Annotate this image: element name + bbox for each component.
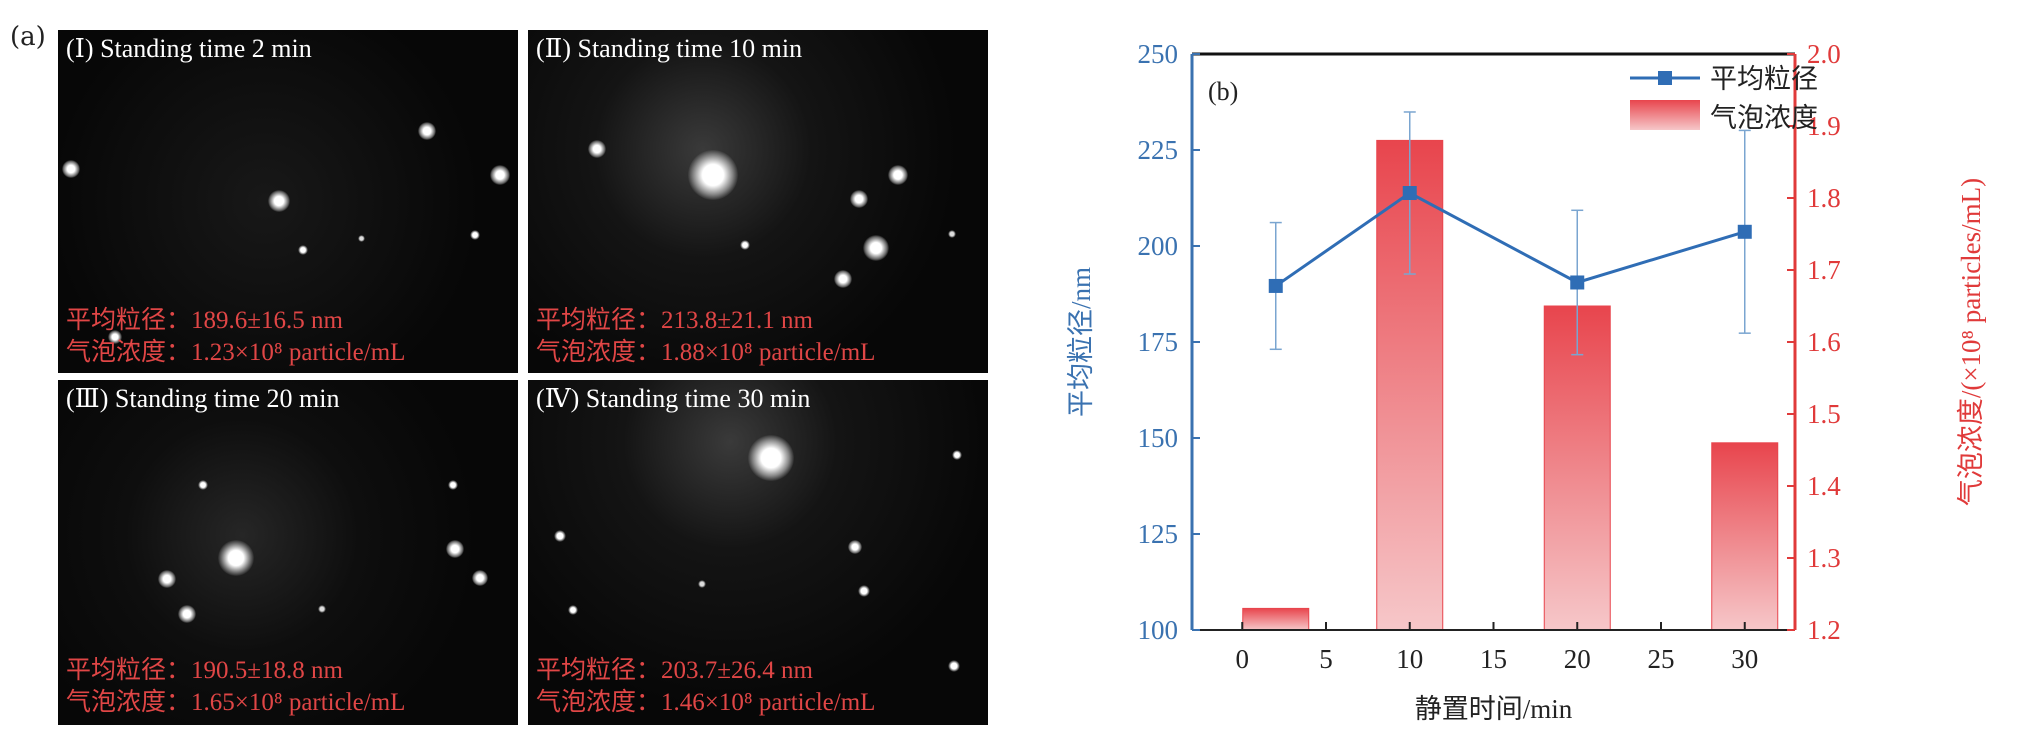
concentration-text: 气泡浓度：1.23×10⁸ particle/mL [66, 339, 406, 366]
micrograph-panel-4: (Ⅳ) Standing time 30 min 平均粒径：203.7±26.4… [528, 380, 988, 725]
mean-size-text: 平均粒径：213.8±21.1 nm [536, 307, 813, 334]
legend: 平均粒径 气泡浓度 [1630, 64, 1818, 133]
x-tick-label: 20 [1564, 644, 1591, 674]
particle-spot [834, 270, 852, 288]
micrograph-panel-3: (Ⅲ) Standing time 20 min 平均粒径：190.5±18.8… [58, 380, 518, 725]
particle-spot [470, 230, 480, 240]
particle-spot [358, 235, 365, 242]
particle-spot [554, 530, 566, 542]
mean-size-text: 平均粒径：189.6±16.5 nm [66, 307, 343, 334]
legend-label-size: 平均粒径 [1710, 64, 1818, 94]
particle-spot [218, 540, 254, 576]
legend-bar-icon [1630, 100, 1700, 130]
legend-label-concentration: 气泡浓度 [1710, 103, 1818, 133]
panel-title: (Ⅱ) Standing time 10 min [536, 34, 803, 63]
concentration-bar [1711, 442, 1779, 631]
particle-spot [268, 190, 290, 212]
left-tick-label: 225 [1138, 135, 1179, 165]
panel-b-label: (b) [1208, 77, 1238, 106]
concentration-text: 气泡浓度：1.65×10⁸ particle/mL [66, 689, 406, 716]
particle-spot [448, 480, 458, 490]
particle-spot [698, 580, 706, 588]
mean-size-marker [1737, 224, 1752, 239]
axes-layer [1190, 52, 1797, 631]
panel-title: (Ⅰ) Standing time 2 min [66, 34, 312, 63]
right-tick-label: 1.5 [1807, 399, 1841, 429]
x-tick-label: 0 [1236, 644, 1250, 674]
particle-spot [62, 160, 80, 178]
right-tick-label: 1.6 [1807, 327, 1841, 357]
micrograph-background [528, 30, 988, 373]
particle-spot [490, 165, 510, 185]
panel-a-label: (a) [10, 22, 46, 52]
particle-spot [568, 605, 578, 615]
particle-spot [108, 330, 122, 344]
particle-spot [748, 435, 794, 481]
mean-size-text: 平均粒径：203.7±26.4 nm [536, 657, 813, 684]
dual-axis-chart: 1001251501752002252501.21.31.41.51.61.71… [1066, 39, 1986, 724]
right-tick-label: 2.0 [1807, 39, 1841, 69]
x-tick-label: 25 [1648, 644, 1675, 674]
legend-square-marker [1658, 71, 1672, 85]
particle-spot [952, 450, 962, 460]
left-tick-label: 175 [1138, 327, 1179, 357]
particle-spot [588, 140, 606, 158]
particle-spot [158, 570, 176, 588]
x-tick-label: 10 [1396, 644, 1423, 674]
particle-spot [688, 150, 738, 200]
concentration-text: 气泡浓度：1.46×10⁸ particle/mL [536, 689, 876, 716]
particle-spot [858, 585, 870, 597]
left-tick-label: 200 [1138, 231, 1179, 261]
left-tick-label: 150 [1138, 423, 1179, 453]
particle-spot [446, 540, 464, 558]
left-tick-label: 250 [1138, 39, 1179, 69]
micrograph-panel-1: (Ⅰ) Standing time 2 min 平均粒径：189.6±16.5 … [58, 30, 518, 373]
right-tick-label: 1.9 [1807, 111, 1841, 141]
particle-spot [178, 605, 196, 623]
particle-spot [740, 240, 750, 250]
left-axis-label: 平均粒径/nm [1066, 267, 1096, 417]
tick-labels-layer: 1001251501752002252501.21.31.41.51.61.71… [1138, 39, 1842, 674]
x-tick-label: 15 [1480, 644, 1507, 674]
mean-size-text: 平均粒径：190.5±18.8 nm [66, 657, 343, 684]
left-tick-label: 100 [1138, 615, 1179, 645]
mean-size-marker [1570, 275, 1585, 290]
particle-spot [863, 235, 889, 261]
bars-layer [1242, 139, 1779, 631]
line-layer [1268, 111, 1752, 356]
particle-spot [198, 480, 208, 490]
concentration-text: 气泡浓度：1.88×10⁸ particle/mL [536, 339, 876, 366]
particle-spot [848, 540, 862, 554]
right-tick-label: 1.4 [1807, 471, 1841, 501]
particle-spot [850, 190, 868, 208]
x-tick-label: 30 [1731, 644, 1758, 674]
mean-size-marker [1402, 186, 1417, 201]
particle-spot [318, 605, 326, 613]
micrograph-background [58, 380, 518, 725]
mean-size-line [1274, 191, 1746, 288]
particle-spot [472, 570, 488, 586]
micrograph-panel-2: (Ⅱ) Standing time 10 min 平均粒径：213.8±21.1… [528, 30, 988, 373]
particle-spot [948, 660, 960, 672]
particle-spot [948, 230, 956, 238]
right-tick-label: 1.2 [1807, 615, 1841, 645]
particle-spot [418, 122, 436, 140]
left-tick-label: 125 [1138, 519, 1179, 549]
particle-spot [298, 245, 308, 255]
mean-size-marker [1268, 278, 1283, 293]
particle-spot [888, 165, 908, 185]
right-axis-label: 气泡浓度/(×10⁸ particles/mL) [1956, 178, 1986, 506]
x-axis-label: 静置时间/min [1415, 694, 1573, 724]
right-tick-label: 1.7 [1807, 255, 1841, 285]
panel-title: (Ⅲ) Standing time 20 min [66, 384, 340, 413]
right-tick-label: 1.8 [1807, 183, 1841, 213]
concentration-bar [1242, 607, 1310, 631]
right-tick-label: 1.3 [1807, 543, 1841, 573]
x-tick-label: 5 [1319, 644, 1333, 674]
panel-title: (Ⅳ) Standing time 30 min [536, 384, 811, 413]
